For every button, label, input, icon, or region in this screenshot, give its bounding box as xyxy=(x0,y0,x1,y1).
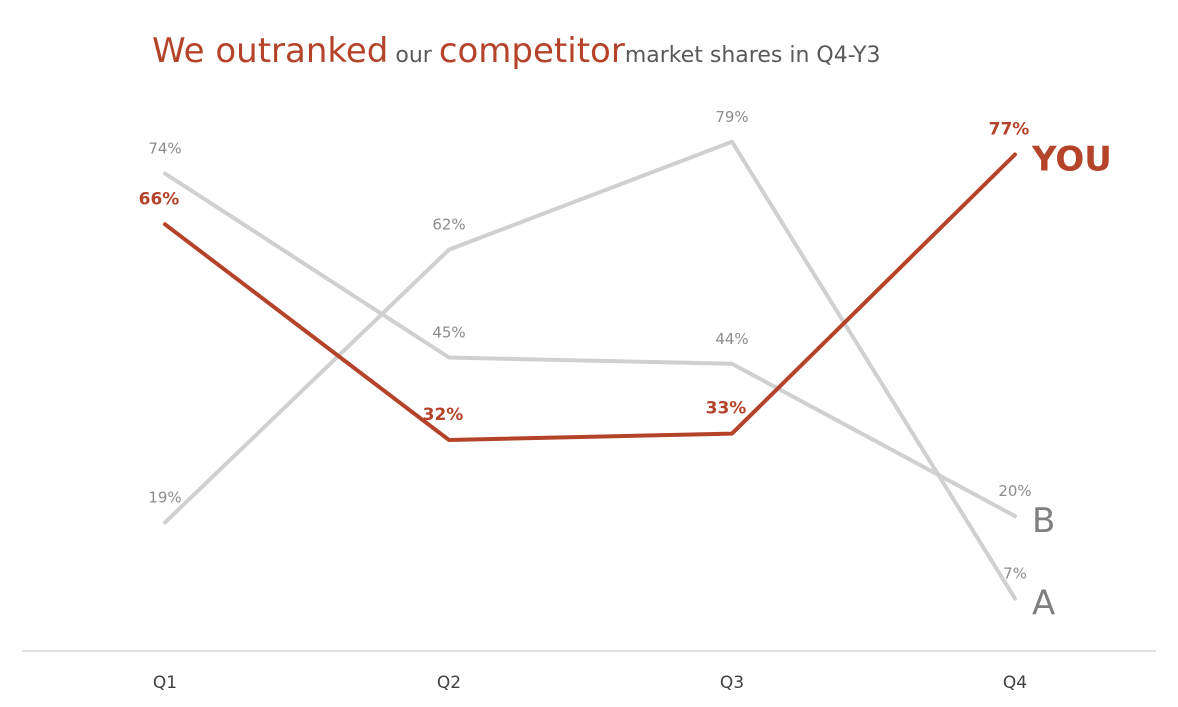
chart-title-part: market shares in Q4-Y3 xyxy=(625,43,881,68)
series-name-b: B xyxy=(1032,501,1055,541)
series-line-b xyxy=(163,171,1017,519)
data-label-you: 66% xyxy=(139,189,180,209)
chart-title-part: competitor xyxy=(439,31,625,71)
x-tick-label: Q3 xyxy=(720,673,744,693)
series-line-you xyxy=(163,152,1017,442)
x-tick-label: Q2 xyxy=(437,673,461,693)
series-lines xyxy=(163,139,1017,601)
data-label-you: 33% xyxy=(706,399,747,419)
data-label-you: 32% xyxy=(423,405,464,425)
data-label-you: 77% xyxy=(989,120,1030,140)
data-label-b: 20% xyxy=(998,482,1031,500)
x-tick-label: Q4 xyxy=(1003,673,1027,693)
data-label-b: 45% xyxy=(432,324,465,342)
data-label-a: 19% xyxy=(148,489,181,507)
x-tick-label: Q1 xyxy=(153,673,177,693)
data-label-a: 79% xyxy=(715,108,748,126)
data-labels: 19% 62% 79% 7% 74% 45% 44% 20% 66% 32% 33% 77% xyxy=(139,108,1032,583)
data-label-b: 74% xyxy=(148,140,181,158)
chart-title-part: our xyxy=(388,43,438,68)
chart-title: We outranked our competitormarket shares… xyxy=(152,31,880,71)
data-label-a: 7% xyxy=(1003,565,1027,583)
series-name-you: YOU xyxy=(1031,140,1112,180)
data-label-b: 44% xyxy=(715,330,748,348)
series-name-a: A xyxy=(1032,584,1055,624)
series-line-a xyxy=(163,139,1017,601)
x-axis-tick-labels: Q1 Q2 Q3 Q4 xyxy=(153,673,1027,693)
series-end-labels: A B YOU xyxy=(1031,140,1112,624)
chart-title-part: We outranked xyxy=(152,31,388,71)
data-label-a: 62% xyxy=(432,216,465,234)
